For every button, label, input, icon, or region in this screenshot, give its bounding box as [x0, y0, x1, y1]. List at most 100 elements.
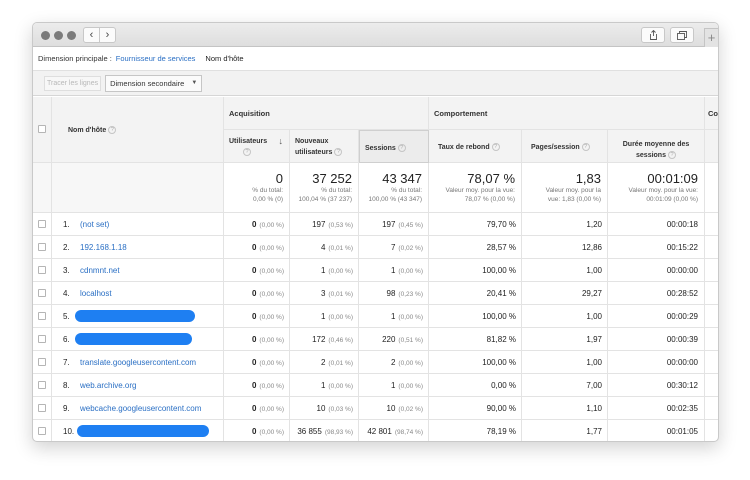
pages-number: 1,77: [586, 427, 602, 436]
row-checkbox[interactable]: [38, 266, 46, 274]
help-icon[interactable]: ?: [243, 148, 251, 157]
minimize-window-dot[interactable]: [54, 31, 63, 40]
duration-value: 00:00:00: [667, 358, 698, 367]
secondary-dimension-select[interactable]: Dimension secondaire ▼: [105, 74, 203, 92]
host-column-header[interactable]: Nom d'hôte?: [52, 97, 224, 163]
duration-number: 00:02:35: [666, 404, 698, 413]
hostname-link[interactable]: localhost: [80, 289, 112, 298]
row-checkbox[interactable]: [38, 358, 46, 366]
hostname-link[interactable]: webcache.googleusercontent.com: [80, 404, 202, 413]
nav-buttons: ‹ ›: [83, 27, 116, 43]
sessions-column-header[interactable]: Sessions?: [359, 130, 429, 163]
new-users-number: 3: [320, 289, 326, 298]
table-cell: [52, 213, 224, 236]
table-cell: [290, 374, 359, 397]
pages-number: 1,20: [586, 220, 602, 229]
table-cell: [705, 328, 718, 351]
bounce-value: 78,19 %: [487, 427, 516, 436]
row-checkbox[interactable]: [38, 381, 46, 389]
total-new-users-value: 37 252: [312, 171, 352, 186]
data-table: Nom d'hôte? Acquisition Comportement Con…: [33, 97, 718, 441]
table-cell: [290, 213, 359, 236]
dimension-option-provider[interactable]: Fournisseur de services: [115, 54, 196, 63]
new-users-percent: (0,00 %): [328, 383, 353, 390]
row-checkbox[interactable]: [38, 404, 46, 412]
hostname-link[interactable]: 192.168.1.18: [80, 243, 127, 252]
hostname-link[interactable]: web.archive.org: [80, 381, 137, 390]
new-users-percent: (0,00 %): [328, 314, 353, 321]
help-icon[interactable]: ?: [397, 144, 406, 153]
sessions-percent: (0,45 %): [398, 222, 423, 229]
share-button[interactable]: [641, 27, 665, 43]
table-cell: [52, 374, 224, 397]
users-column-header[interactable]: Utilisateurs ↓ ?: [224, 130, 290, 163]
conversions-header-cell: [705, 130, 718, 163]
bounce-value: 0,00 %: [491, 381, 516, 390]
total-sessions-note2: 100,00 % (43 347): [368, 196, 422, 203]
duration-number: 00:30:12: [666, 381, 698, 390]
total-users-cell: 0 % du total: 0,00 % (0): [224, 163, 290, 213]
hostname-link[interactable]: translate.googleusercontent.com: [80, 358, 197, 367]
new-users-value: 197 (0,53 %): [312, 220, 353, 229]
table-cell: [224, 213, 290, 236]
sessions-percent: (0,51 %): [398, 337, 423, 344]
back-button[interactable]: ‹: [84, 28, 100, 42]
row-checkbox[interactable]: [38, 312, 46, 320]
bounce-value: 81,82 %: [487, 335, 516, 344]
bounce-number: 100,00 %: [482, 266, 516, 275]
users-value: 0 (0,00 %): [252, 381, 284, 390]
sessions-number: 1: [390, 312, 396, 321]
table-cell: [52, 259, 224, 282]
new-users-column-header[interactable]: Nouveaux utilisateurs?: [290, 130, 359, 163]
table-cell: [522, 236, 608, 259]
table-cell: [224, 374, 290, 397]
table-cell: [290, 236, 359, 259]
hostname-link[interactable]: cdnmnt.net: [80, 266, 120, 275]
table-cell: [290, 305, 359, 328]
redacted-hostname: [77, 425, 209, 437]
row-checkbox[interactable]: [38, 289, 46, 297]
users-value: 0 (0,00 %): [252, 266, 284, 275]
forward-button[interactable]: ›: [105, 29, 110, 41]
help-icon[interactable]: ?: [491, 143, 500, 152]
help-icon[interactable]: ?: [108, 126, 117, 135]
plot-rows-button[interactable]: Tracer les lignes: [44, 75, 102, 91]
help-icon[interactable]: ?: [667, 151, 676, 160]
pages-column-header[interactable]: Pages/session?: [522, 130, 608, 163]
sessions-percent: (0,02 %): [398, 406, 423, 413]
new-users-number: 2: [320, 358, 326, 367]
totals-label-cell: [52, 163, 224, 213]
select-all-checkbox[interactable]: [38, 125, 46, 133]
sort-desc-icon[interactable]: ↓: [278, 136, 284, 146]
total-bounce-cell: 78,07 % Valeur moy. pour la vue: 78,07 %…: [429, 163, 522, 213]
sessions-percent: (0,00 %): [398, 360, 423, 367]
hostname-link[interactable]: (not set): [80, 220, 110, 229]
new-users-number: 1: [320, 381, 326, 390]
row-checkbox[interactable]: [38, 220, 46, 228]
duration-column-header[interactable]: Durée moyenne des sessions?: [608, 130, 705, 163]
table-cell: [522, 420, 608, 441]
row-checkbox[interactable]: [38, 335, 46, 343]
new-users-percent: (0,03 %): [328, 406, 353, 413]
new-users-number: 1: [320, 266, 326, 275]
table-cell: [359, 374, 429, 397]
bounce-column-header[interactable]: Taux de rebond?: [429, 130, 522, 163]
zoom-window-dot[interactable]: [67, 31, 76, 40]
pages-number: 29,27: [581, 289, 602, 298]
help-icon[interactable]: ?: [581, 143, 590, 152]
table-cell: [224, 420, 290, 441]
bounce-value: 90,00 %: [487, 404, 516, 413]
total-conversions-cell: [705, 163, 718, 213]
row-checkbox[interactable]: [38, 427, 46, 435]
help-icon[interactable]: ?: [334, 148, 343, 157]
tabs-button[interactable]: [670, 27, 694, 43]
table-cell: [429, 236, 522, 259]
new-tab-button[interactable]: +: [704, 28, 718, 47]
row-checkbox[interactable]: [38, 243, 46, 251]
table-cell: [290, 259, 359, 282]
dimension-option-hostname[interactable]: Nom d'hôte: [205, 54, 244, 63]
dimension-label: Dimension principale :: [38, 54, 112, 63]
table-cell: [705, 282, 718, 305]
users-percent: (0,00 %): [259, 245, 284, 252]
close-window-dot[interactable]: [41, 31, 50, 40]
